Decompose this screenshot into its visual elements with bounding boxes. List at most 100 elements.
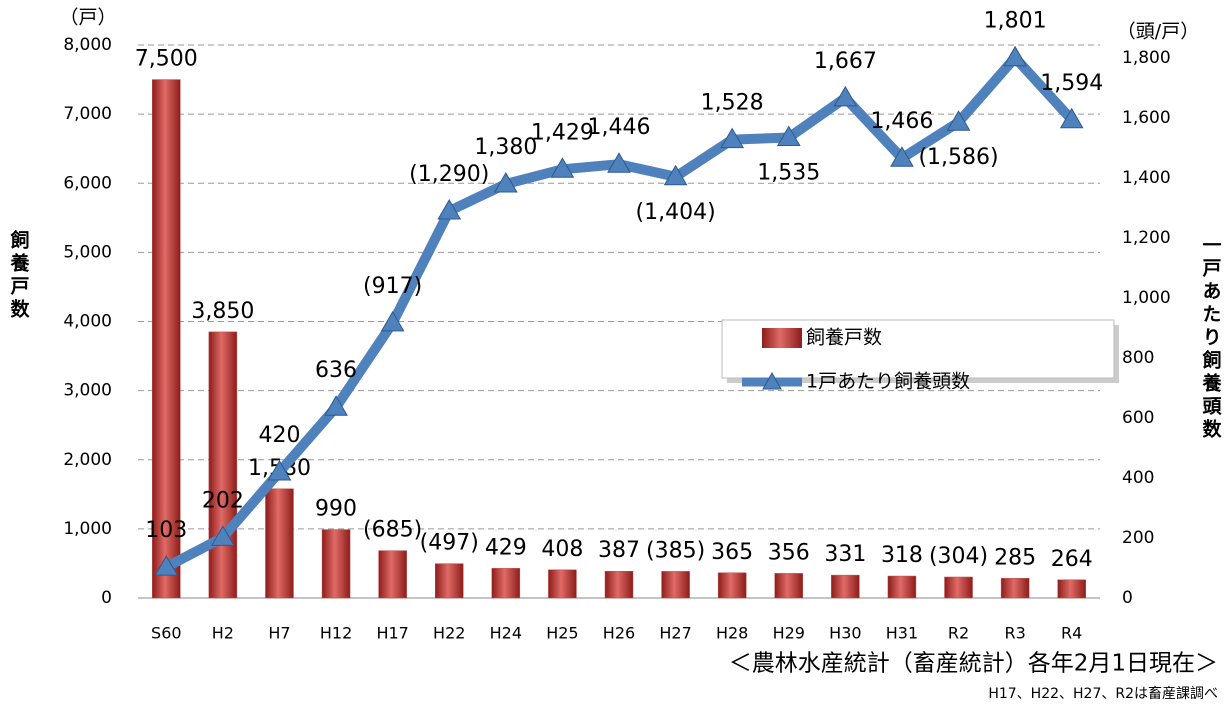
y-tick-label: 5,000	[63, 242, 112, 262]
bar-value-label: 990	[315, 497, 357, 522]
bar-value-label: 408	[541, 537, 583, 562]
y-tick-label: 4,000	[63, 312, 112, 332]
y-axis-title: 飼養戸数	[8, 229, 31, 322]
bar	[378, 550, 407, 599]
line-value-label: (1,290)	[409, 162, 489, 187]
y-tick-label: 0	[101, 588, 112, 608]
x-tick-label: H30	[829, 624, 861, 643]
bar	[491, 568, 521, 599]
x-tick-label: H26	[603, 624, 635, 643]
y2-tick-label: 1,200	[1122, 228, 1171, 248]
legend-swatch	[762, 328, 802, 348]
bar-value-label: (385)	[646, 538, 705, 563]
x-tick-label: R2	[948, 624, 969, 643]
bar-value-label: 285	[994, 545, 1036, 570]
x-tick-label: H27	[659, 624, 691, 643]
line-value-label: 1,429	[531, 120, 594, 145]
bar	[434, 563, 464, 599]
bar	[774, 573, 804, 599]
bar-value-label: (497)	[420, 531, 479, 556]
bar-value-label: 331	[824, 542, 866, 567]
marker	[1003, 45, 1027, 67]
bar	[944, 576, 973, 599]
bar	[717, 572, 747, 599]
y2-tick-label: 1,800	[1122, 48, 1171, 68]
bar	[152, 79, 181, 599]
x-tick-label: H12	[320, 624, 352, 643]
x-tick-label: H28	[716, 624, 748, 643]
line-value-label: 1,528	[701, 91, 764, 116]
marker	[267, 460, 292, 481]
bar-value-label: 365	[711, 540, 753, 565]
marker	[663, 164, 688, 186]
bar-value-label: 264	[1051, 547, 1093, 572]
x-tick-label: H17	[376, 624, 408, 643]
marker	[493, 172, 518, 193]
marker	[607, 152, 631, 173]
line-value-label: 1,466	[870, 109, 933, 134]
bar-value-label: (304)	[929, 544, 988, 569]
bar-value-label: (685)	[363, 518, 422, 543]
marker	[776, 125, 801, 146]
bar-value-label: 429	[485, 535, 527, 560]
marker	[437, 199, 462, 220]
line-value-label: 1,535	[757, 161, 820, 186]
bar	[208, 331, 238, 599]
bar	[1057, 579, 1086, 599]
bar	[1000, 578, 1030, 599]
line-value-label: 103	[145, 518, 187, 543]
x-tick-label: H22	[433, 624, 465, 643]
marker	[946, 110, 971, 131]
y2-tick-label: 1,600	[1122, 108, 1171, 128]
y-tick-label: 8,000	[63, 35, 112, 55]
bar	[548, 569, 577, 599]
line-value-label: 1,380	[474, 135, 537, 160]
y2-tick-label: 800	[1122, 348, 1154, 368]
marker	[154, 555, 179, 576]
marker	[1059, 107, 1084, 129]
y-tick-label: 7,000	[63, 104, 112, 124]
bar	[604, 570, 634, 599]
bar-value-label: 3,850	[191, 299, 254, 324]
x-tick-label: H7	[268, 624, 290, 643]
x-tick-label: H2	[212, 624, 234, 643]
marker	[211, 525, 235, 546]
source: ＜農林水産統計（畜産統計）各年2月1日現在＞	[729, 651, 1218, 677]
legend-label: 1戸あたり飼養頭数	[806, 371, 970, 393]
line-value-label: 1,594	[1040, 71, 1103, 96]
x-tick-label: H31	[886, 624, 918, 643]
y-tick-label: 1,000	[63, 519, 112, 539]
y2-tick-label: 200	[1122, 528, 1154, 548]
bar-value-label: 356	[768, 540, 810, 565]
line-value-label: 1,801	[984, 9, 1047, 34]
y-unit: （戸）	[59, 7, 116, 29]
x-tick-label: R4	[1061, 624, 1082, 643]
y-tick-label: 3,000	[63, 381, 112, 401]
legend: 飼養戸数 1戸あたり飼養頭数	[721, 319, 1119, 393]
line-value-label: (1,586)	[918, 145, 998, 170]
bar	[887, 575, 917, 599]
legend-marker	[762, 371, 782, 390]
marker	[550, 157, 575, 178]
bar	[265, 488, 294, 599]
line-value-label: (1,404)	[636, 200, 716, 225]
marker	[890, 146, 914, 167]
bar	[661, 571, 690, 599]
y2-tick-label: 1,000	[1122, 288, 1171, 308]
bar-value-label: 318	[881, 543, 923, 568]
legend-label: 飼養戸数	[806, 327, 882, 349]
line-value-label: 1,446	[588, 115, 651, 140]
bar	[321, 529, 351, 599]
line-value-label: 420	[258, 423, 300, 448]
bar	[831, 574, 860, 599]
x-tick-label: H24	[490, 624, 522, 643]
bar-value-label: 387	[598, 538, 640, 563]
marker	[720, 127, 745, 149]
line-value-label: 636	[315, 358, 357, 383]
y2-axis-title: 一戸あたり飼養頭数	[1200, 235, 1223, 442]
line-value-label: (917)	[363, 274, 422, 299]
line-value-label: 1,667	[814, 49, 877, 74]
note: H17、H22、H27、R2は畜産課調べ	[988, 686, 1218, 702]
y-tick-label: 2,000	[63, 450, 112, 470]
